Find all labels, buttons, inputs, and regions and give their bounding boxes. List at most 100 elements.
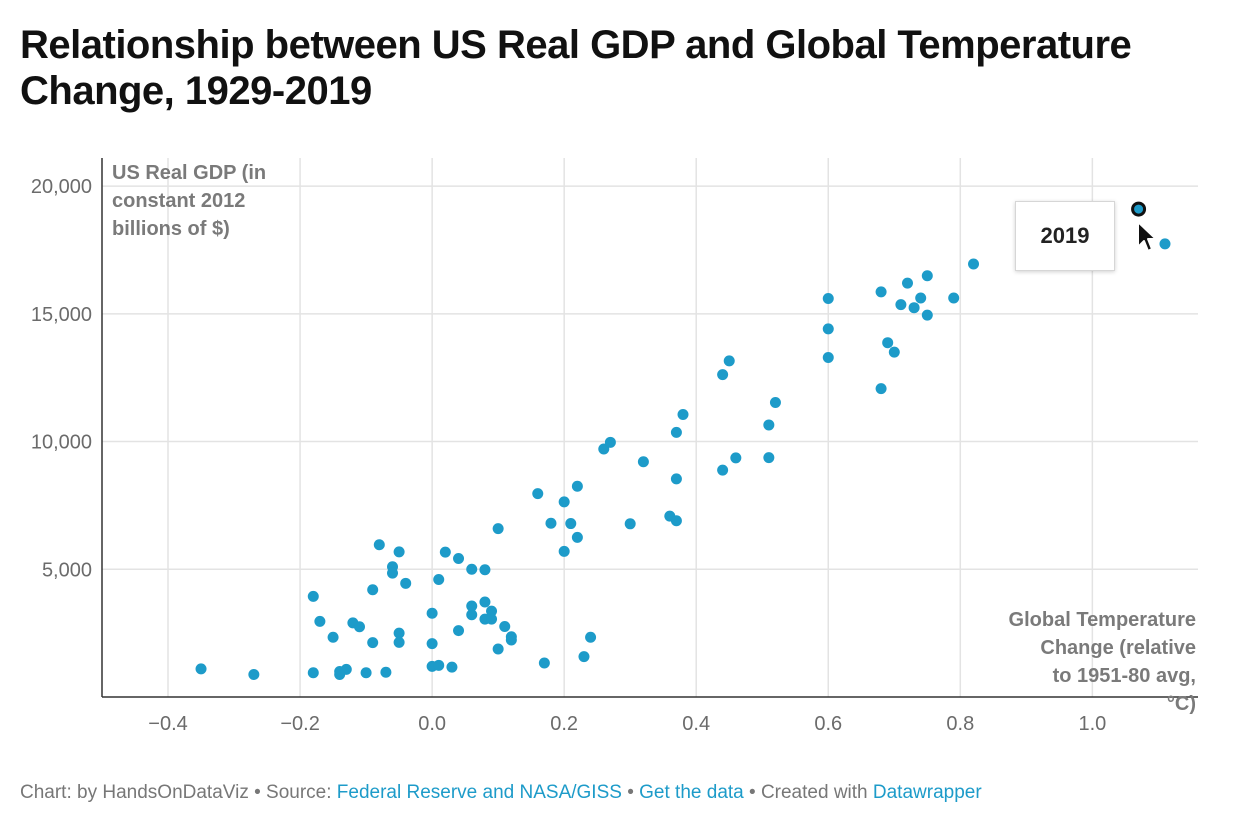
data-point[interactable]	[486, 613, 498, 625]
data-point[interactable]	[446, 661, 458, 673]
data-point[interactable]	[670, 515, 682, 527]
data-point[interactable]	[373, 539, 385, 551]
data-point[interactable]	[1159, 238, 1171, 250]
data-point[interactable]	[571, 480, 583, 492]
data-point[interactable]	[875, 383, 887, 395]
x-tick-label: 0.0	[418, 713, 446, 735]
x-axis-title-text: Global Temperature Change (relative to 195…	[1009, 609, 1196, 715]
data-point[interactable]	[822, 323, 834, 335]
chart-title: Relationship between US Real GDP and Glo…	[20, 23, 1132, 113]
data-point[interactable]	[393, 636, 405, 648]
x-tick-label: −0.4	[148, 713, 187, 735]
y-tick-label: 5,000	[42, 559, 92, 581]
data-point[interactable]	[558, 545, 570, 557]
data-point[interactable]	[393, 627, 405, 639]
x-tick-label: 0.2	[550, 713, 578, 735]
data-point[interactable]	[439, 546, 451, 558]
data-point[interactable]	[367, 637, 379, 649]
data-point[interactable]	[505, 634, 517, 646]
data-point[interactable]	[387, 567, 399, 579]
data-point[interactable]	[571, 531, 583, 543]
data-point[interactable]	[882, 337, 894, 349]
data-point[interactable]	[195, 663, 207, 675]
data-point[interactable]	[763, 419, 775, 431]
data-point[interactable]	[334, 669, 346, 681]
data-point[interactable]	[327, 631, 339, 643]
data-point[interactable]	[360, 667, 372, 679]
data-point[interactable]	[604, 436, 616, 448]
data-point[interactable]	[670, 473, 682, 485]
datawrapper-link[interactable]: Datawrapper	[872, 782, 982, 803]
data-point[interactable]	[248, 669, 260, 681]
data-point[interactable]	[921, 309, 933, 321]
data-point[interactable]	[453, 625, 465, 637]
data-point[interactable]	[367, 584, 379, 596]
get-data-link[interactable]: Get the data	[639, 782, 744, 803]
data-point[interactable]	[670, 426, 682, 438]
y-axis-title-text: US Real GDP (in constant 2012 billions of …	[112, 162, 266, 240]
data-point[interactable]	[888, 346, 900, 358]
x-tick-label: 1.0	[1078, 713, 1106, 735]
data-point[interactable]	[307, 590, 319, 602]
data-point[interactable]	[769, 396, 781, 408]
data-point[interactable]	[717, 464, 729, 476]
y-tick-label: 20,000	[31, 176, 92, 198]
x-axis-title: Global Temperature Change (relative to 195…	[1009, 609, 1196, 715]
data-point[interactable]	[532, 488, 544, 500]
data-point[interactable]	[948, 292, 960, 304]
data-point[interactable]	[400, 577, 412, 589]
data-point[interactable]	[353, 621, 365, 633]
x-gridlines	[167, 158, 1094, 697]
data-point[interactable]	[314, 615, 326, 627]
data-point[interactable]	[466, 609, 478, 621]
data-point[interactable]	[921, 270, 933, 282]
data-point-tooltip: 2019	[1015, 201, 1115, 271]
data-point[interactable]	[578, 651, 590, 663]
data-point[interactable]	[637, 456, 649, 468]
data-point[interactable]	[466, 600, 478, 612]
data-point[interactable]	[466, 563, 478, 575]
data-point[interactable]	[433, 573, 445, 585]
data-point[interactable]	[822, 352, 834, 364]
data-point[interactable]	[380, 666, 392, 678]
data-point[interactable]	[453, 553, 465, 565]
data-point[interactable]	[433, 659, 445, 671]
data-point[interactable]	[499, 620, 511, 632]
highlighted-data-point[interactable]	[1131, 201, 1147, 217]
data-point[interactable]	[492, 643, 504, 655]
y-gridlines	[102, 185, 1198, 571]
data-point[interactable]	[723, 355, 735, 367]
data-point[interactable]	[479, 596, 491, 608]
data-point[interactable]	[717, 369, 729, 381]
data-point[interactable]	[558, 496, 570, 508]
data-point[interactable]	[730, 452, 742, 464]
data-point[interactable]	[426, 638, 438, 650]
data-point[interactable]	[492, 523, 504, 535]
data-point[interactable]	[968, 258, 980, 270]
data-point[interactable]	[901, 277, 913, 289]
y-tick-labels: 5,000 10,000 15,000 20,000	[31, 176, 92, 581]
data-point[interactable]	[908, 302, 920, 314]
y-tick-label: 10,000	[31, 432, 92, 454]
data-point[interactable]	[307, 667, 319, 679]
source-link[interactable]: Federal Reserve and NASA/GISS	[336, 782, 622, 803]
data-point[interactable]	[915, 292, 927, 304]
footer-separator: • Source:	[248, 782, 337, 803]
data-point[interactable]	[426, 607, 438, 619]
data-point[interactable]	[486, 605, 498, 617]
data-point[interactable]	[393, 546, 405, 558]
data-point[interactable]	[565, 518, 577, 530]
data-point[interactable]	[585, 631, 597, 643]
chart-footer: Chart: by HandsOnDataViz • Source: Feder…	[20, 782, 982, 804]
data-point[interactable]	[763, 452, 775, 464]
data-point[interactable]	[479, 564, 491, 576]
data-point[interactable]	[624, 518, 636, 530]
y-tick-label: 15,000	[31, 304, 92, 326]
data-point[interactable]	[538, 657, 550, 669]
data-point[interactable]	[677, 408, 689, 420]
data-point[interactable]	[895, 299, 907, 311]
data-point[interactable]	[822, 292, 834, 304]
data-point[interactable]	[545, 517, 557, 529]
data-point[interactable]	[875, 286, 887, 298]
